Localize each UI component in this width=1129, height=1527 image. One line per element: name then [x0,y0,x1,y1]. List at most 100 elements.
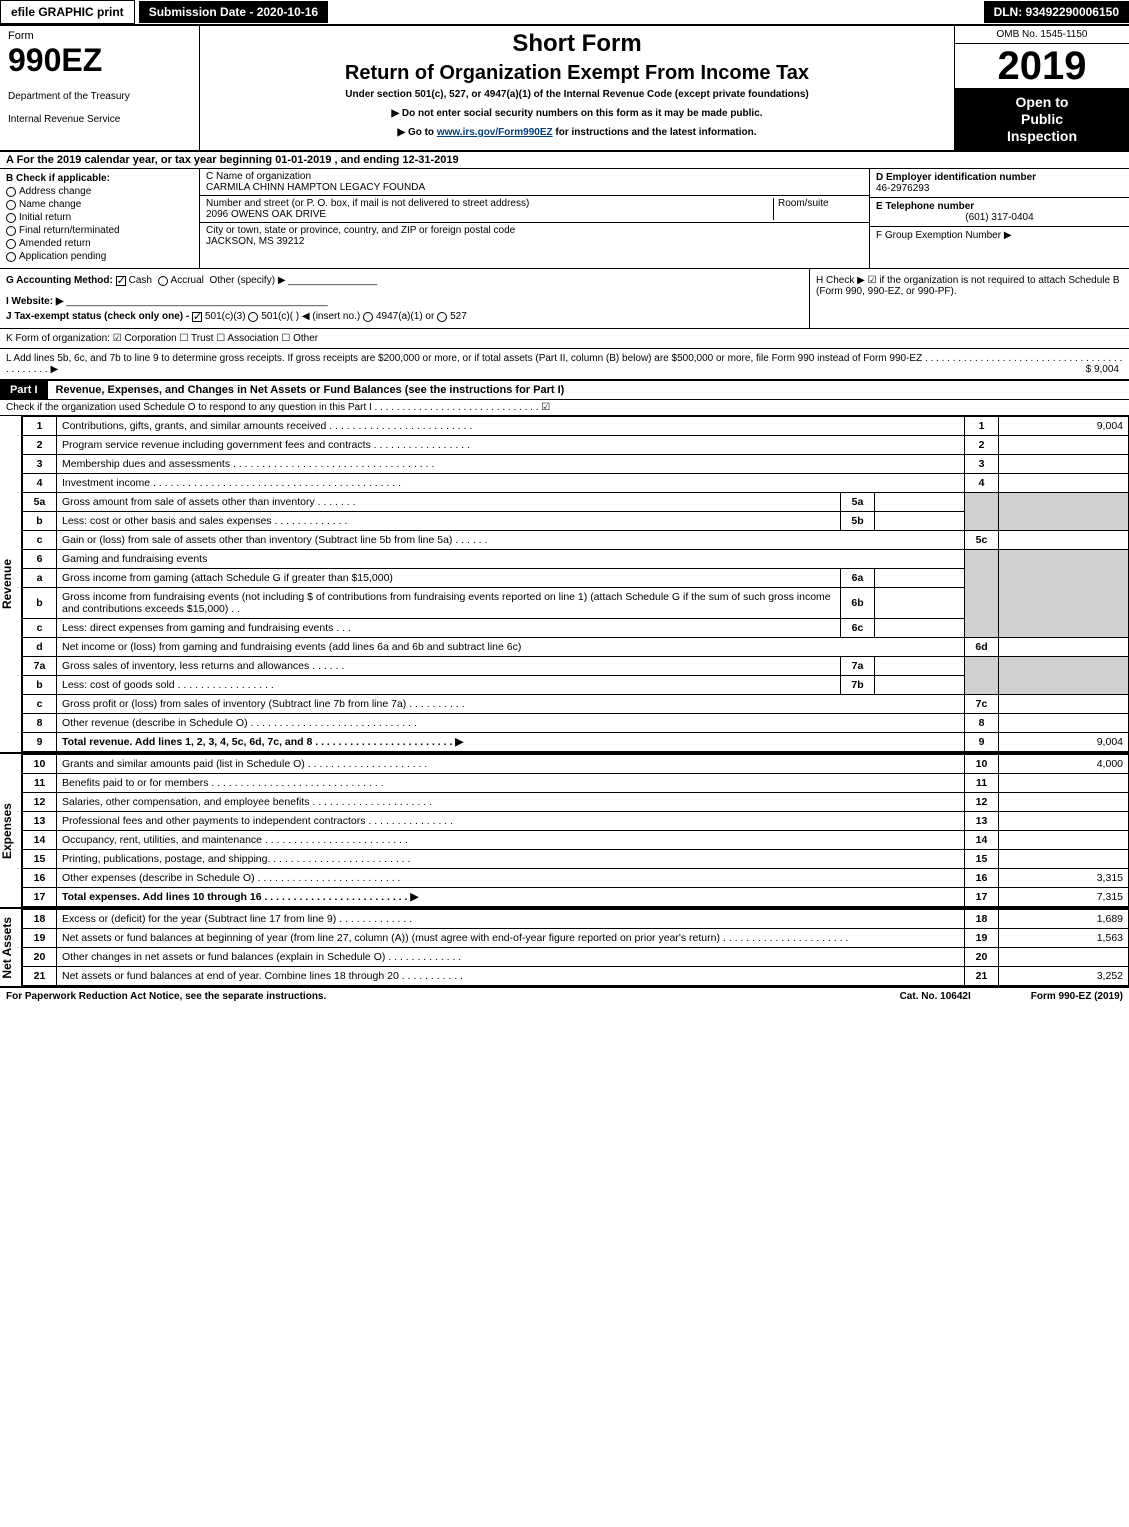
line-12: 12 Salaries, other compensation, and emp… [23,793,1129,812]
line-6a: a Gross income from gaming (attach Sched… [23,569,1129,588]
part-i-label: Part I [0,381,48,399]
chk-cash[interactable] [116,276,126,286]
phone-value: (601) 317-0404 [876,212,1123,223]
org-name: CARMILA CHINN HAMPTON LEGACY FOUNDA [206,182,863,193]
line-7b: b Less: cost of goods sold . . . . . . .… [23,676,1129,695]
omb-number: OMB No. 1545-1150 [955,26,1129,44]
room-label: Room/suite [778,198,863,209]
form-header: Form 990EZ Department of the Treasury In… [0,26,1129,152]
line-20: 20 Other changes in net assets or fund b… [23,948,1129,967]
goto-line: ▶ Go to www.irs.gov/Form990EZ for instru… [208,127,946,138]
col-b-check-applicable: B Check if applicable: Address change Na… [0,169,200,268]
line-7c: c Gross profit or (loss) from sales of i… [23,695,1129,714]
chk-final-return[interactable]: Final return/terminated [6,225,193,236]
line-15: 15 Printing, publications, postage, and … [23,850,1129,869]
city-value: JACKSON, MS 39212 [206,236,863,247]
net-assets-section: Net Assets 18 Excess or (deficit) for th… [0,909,1129,988]
entity-info-grid: B Check if applicable: Address change Na… [0,169,1129,269]
line-19: 19 Net assets or fund balances at beginn… [23,929,1129,948]
c-label: C Name of organization [206,171,863,182]
top-bar: efile GRAPHIC print Submission Date - 20… [0,0,1129,26]
line-3: 3 Membership dues and assessments . . . … [23,455,1129,474]
line-17: 17 Total expenses. Add lines 10 through … [23,888,1129,907]
addr-label: Number and street (or P. O. box, if mail… [206,198,773,209]
header-center: Short Form Return of Organization Exempt… [200,26,954,150]
footer-form-ref: Form 990-EZ (2019) [1031,991,1123,1002]
line-6: 6 Gaming and fundraising events [23,550,1129,569]
row-k-form-of-org: K Form of organization: ☑ Corporation ☐ … [0,329,1129,349]
chk-501c3[interactable] [192,312,202,322]
submission-date-badge: Submission Date - 2020-10-16 [139,1,328,23]
col-b-title: B Check if applicable: [6,173,193,184]
col-d-e-f: D Employer identification number 46-2976… [869,169,1129,268]
chk-501c[interactable] [248,312,258,322]
chk-4947[interactable] [363,312,373,322]
gross-receipts-amount: $ 9,004 [1086,364,1119,375]
line-6d: d Net income or (loss) from gaming and f… [23,638,1129,657]
expenses-table: 10 Grants and similar amounts paid (list… [22,754,1129,907]
dept-treasury: Department of the Treasury [8,91,191,102]
line-6b: b Gross income from fundraising events (… [23,588,1129,619]
revenue-vlabel: Revenue [0,559,21,609]
page-footer: For Paperwork Reduction Act Notice, see … [0,988,1129,1005]
chk-initial-return[interactable]: Initial return [6,212,193,223]
footer-left: For Paperwork Reduction Act Notice, see … [6,991,326,1002]
row-l-gross-receipts: L Add lines 5b, 6c, and 7b to line 9 to … [0,349,1129,380]
e-label: E Telephone number [876,201,1123,212]
line-2: 2 Program service revenue including gove… [23,436,1129,455]
main-title: Return of Organization Exempt From Incom… [208,62,946,85]
part-i-header-row: Part I Revenue, Expenses, and Changes in… [0,380,1129,400]
dept-irs: Internal Revenue Service [8,114,191,125]
line-7a: 7a Gross sales of inventory, less return… [23,657,1129,676]
line-16: 16 Other expenses (describe in Schedule … [23,869,1129,888]
line-18: 18 Excess or (deficit) for the year (Sub… [23,910,1129,929]
tax-exempt-status: J Tax-exempt status (check only one) - 5… [6,311,803,322]
line-9: 9 Total revenue. Add lines 1, 2, 3, 4, 5… [23,733,1129,752]
dln-badge: DLN: 93492290006150 [984,1,1129,23]
header-right: OMB No. 1545-1150 2019 Open to Public In… [954,26,1129,150]
efile-print-button[interactable]: efile GRAPHIC print [0,0,135,24]
subtitle: Under section 501(c), 527, or 4947(a)(1)… [208,89,946,100]
chk-amended-return[interactable]: Amended return [6,238,193,249]
chk-527[interactable] [437,312,447,322]
line-5c: c Gain or (loss) from sale of assets oth… [23,531,1129,550]
row-g-h: G Accounting Method: Cash Accrual Other … [0,269,1129,329]
ein-value: 46-2976293 [876,183,1123,194]
open-line-3: Inspection [959,128,1125,145]
irs-link[interactable]: www.irs.gov/Form990EZ [437,127,553,138]
col-c-name-address: C Name of organization CARMILA CHINN HAM… [200,169,869,268]
line-6c: c Less: direct expenses from gaming and … [23,619,1129,638]
goto-pre: ▶ Go to [397,127,436,138]
accounting-method: G Accounting Method: Cash Accrual Other … [6,275,803,286]
line-11: 11 Benefits paid to or for members . . .… [23,774,1129,793]
form-number: 990EZ [8,42,191,79]
line-5b: b Less: cost or other basis and sales ex… [23,512,1129,531]
goto-post: for instructions and the latest informat… [555,127,756,138]
net-assets-table: 18 Excess or (deficit) for the year (Sub… [22,909,1129,986]
revenue-table: 1 Contributions, gifts, grants, and simi… [22,416,1129,752]
net-assets-vlabel: Net Assets [0,917,21,979]
section-a-tax-year: A For the 2019 calendar year, or tax yea… [0,152,1129,169]
warning-line: ▶ Do not enter social security numbers o… [208,108,946,119]
website-row: I Website: ▶ ___________________________… [6,296,803,307]
line-5a: 5a Gross amount from sale of assets othe… [23,493,1129,512]
line-4: 4 Investment income . . . . . . . . . . … [23,474,1129,493]
line-13: 13 Professional fees and other payments … [23,812,1129,831]
city-label: City or town, state or province, country… [206,225,863,236]
chk-address-change[interactable]: Address change [6,186,193,197]
line-10: 10 Grants and similar amounts paid (list… [23,755,1129,774]
expenses-vlabel: Expenses [0,803,21,859]
short-form-title: Short Form [208,30,946,58]
tax-year: 2019 [955,44,1129,88]
part-i-title: Revenue, Expenses, and Changes in Net As… [48,381,573,399]
line-14: 14 Occupancy, rent, utilities, and maint… [23,831,1129,850]
chk-application-pending[interactable]: Application pending [6,251,193,262]
form-word: Form [8,30,191,42]
chk-name-change[interactable]: Name change [6,199,193,210]
line-8: 8 Other revenue (describe in Schedule O)… [23,714,1129,733]
line-1: 1 Contributions, gifts, grants, and simi… [23,417,1129,436]
h-schedule-b: H Check ▶ ☑ if the organization is not r… [809,269,1129,328]
d-label: D Employer identification number [876,172,1123,183]
chk-accrual[interactable] [158,276,168,286]
line-21: 21 Net assets or fund balances at end of… [23,967,1129,986]
